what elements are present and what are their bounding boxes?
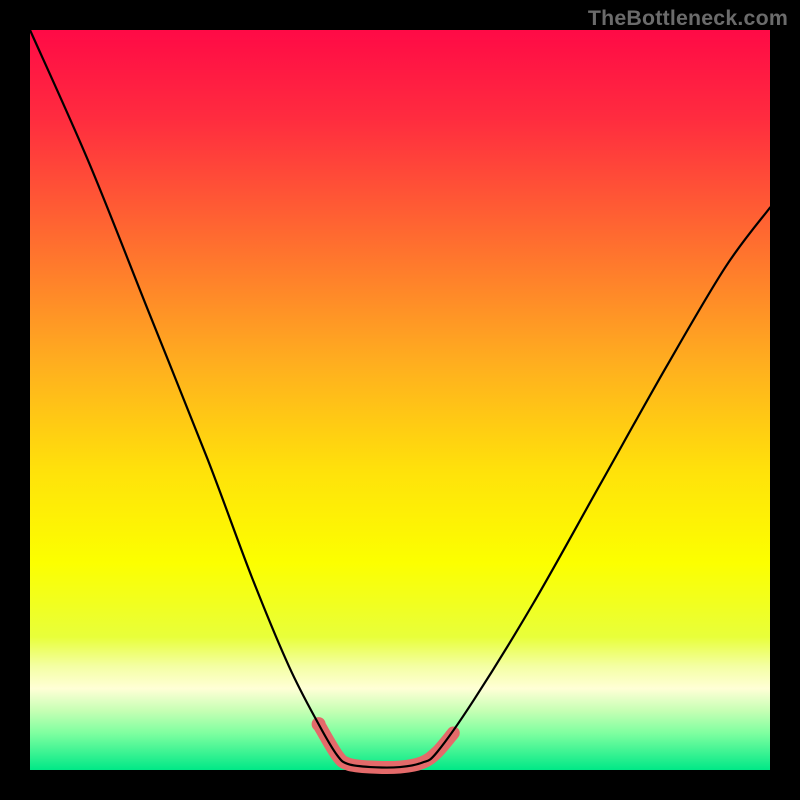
chart-container: TheBottleneck.com (0, 0, 800, 800)
watermark-text: TheBottleneck.com (588, 6, 788, 31)
bottleneck-chart (0, 0, 800, 800)
plot-background (30, 30, 770, 770)
